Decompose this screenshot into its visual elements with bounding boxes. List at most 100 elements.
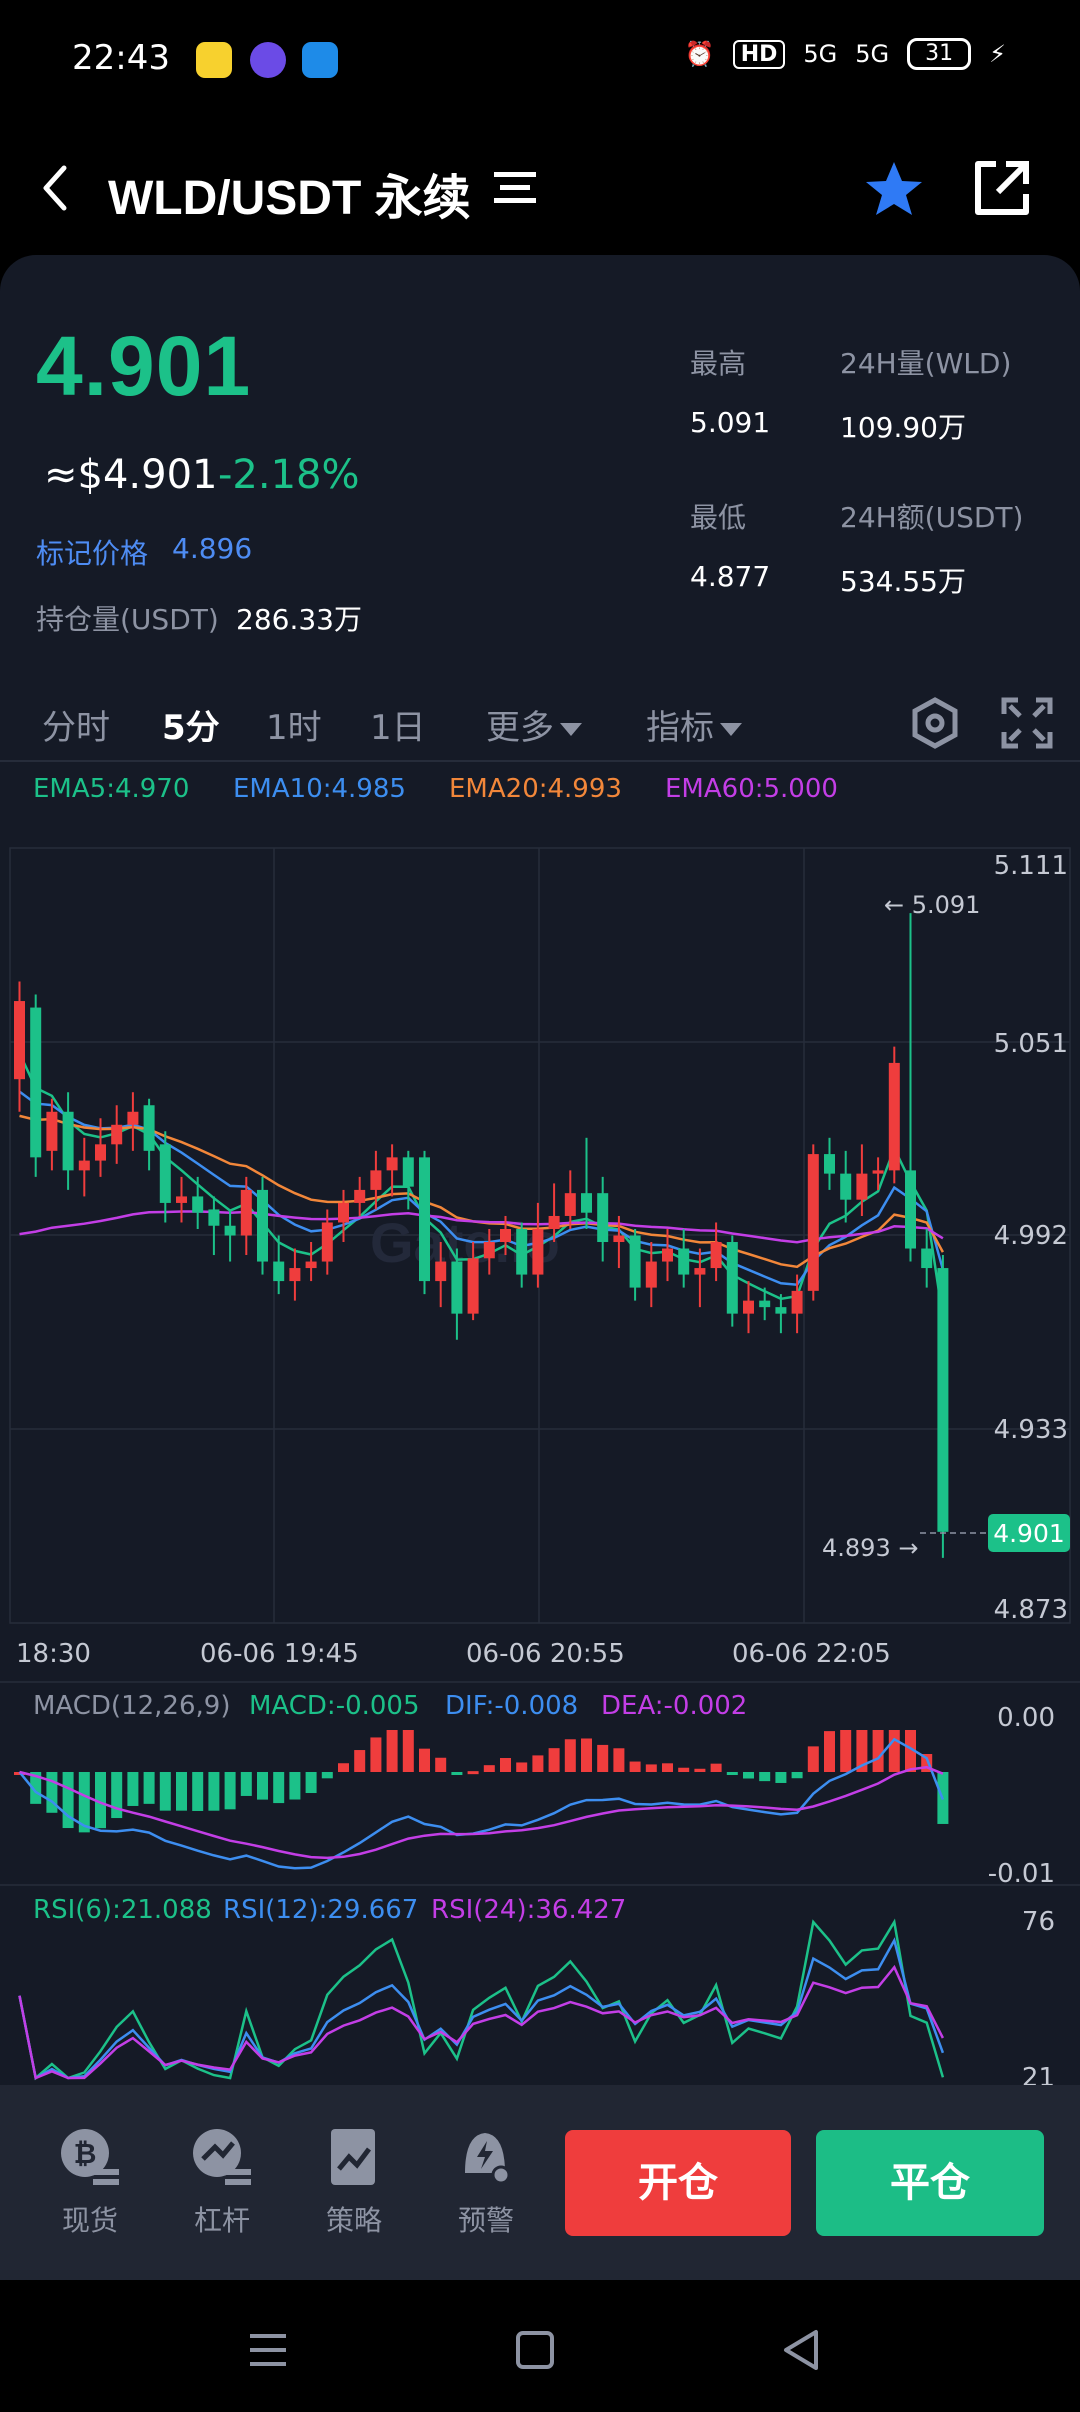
candle-body: [694, 1268, 706, 1275]
nav-margin-label: 杠杆: [193, 2204, 250, 2237]
ema-legend: EMA5:4.970 EMA10:4.985 EMA20:4.993 EMA60…: [0, 772, 1080, 812]
candle-body: [127, 1111, 139, 1125]
kline-chart[interactable]: Gate.io 5.111 5.051 4.992 4.933 4.873 ← …: [0, 820, 1080, 2085]
interval-tabs: 分时 5分 1时 1日 更多 指标: [0, 686, 1080, 762]
tab-5min[interactable]: 5分: [162, 708, 220, 748]
macd-bar: [208, 1772, 220, 1811]
low-label: 最低: [690, 501, 747, 534]
candle-body: [419, 1157, 430, 1282]
nav-strategy-label: 策略: [325, 2204, 382, 2237]
close-position-button[interactable]: 平仓: [816, 2130, 1044, 2236]
macd-bar: [467, 1771, 479, 1775]
candle-body: [500, 1228, 511, 1243]
tab-indicators[interactable]: 指标: [646, 700, 742, 749]
nav-spot-label: 现货: [61, 2204, 118, 2237]
last-price: 4.901: [36, 319, 252, 413]
macd-bar: [662, 1763, 673, 1772]
macd-bar: [840, 1730, 852, 1772]
macd-bar: [435, 1757, 447, 1772]
share-icon[interactable]: [970, 158, 1032, 220]
ema10-label: EMA10:4.985: [233, 774, 406, 804]
alert-icon: [465, 2133, 511, 2185]
candle: [62, 1092, 74, 1190]
candle: [192, 1176, 204, 1229]
status-icons: ⏰ HD 5G 5G 31 ⚡: [685, 38, 1006, 70]
candle-body: [338, 1202, 349, 1223]
leverage-icon: [193, 2129, 251, 2185]
nav-strategy[interactable]: 策略: [304, 2125, 404, 2239]
y-tick: 4.992: [994, 1221, 1068, 1251]
high-marker: ← 5.091: [884, 891, 980, 919]
candle: [467, 1242, 479, 1321]
fullscreen-icon[interactable]: [1000, 696, 1054, 750]
candle-body: [824, 1154, 835, 1174]
candle-body: [111, 1124, 123, 1145]
candle: [597, 1176, 609, 1262]
macd-bar: [62, 1772, 74, 1829]
tab-indicators-label: 指标: [646, 708, 714, 748]
tab-1day[interactable]: 1日: [370, 708, 426, 748]
candle: [743, 1281, 754, 1334]
candle: [775, 1294, 787, 1334]
tab-more[interactable]: 更多: [486, 700, 582, 749]
caret-down-icon: [720, 723, 742, 736]
candle: [807, 1144, 819, 1301]
menu-icon[interactable]: [238, 2320, 298, 2380]
app-header: WLD/USDT 永续: [0, 120, 1080, 255]
candle: [127, 1092, 139, 1151]
macd-dif: DIF:-0.008: [445, 1691, 578, 1721]
high-value: 5.091: [690, 406, 771, 439]
candle-body: [678, 1248, 690, 1275]
candle-body: [143, 1105, 155, 1151]
macd-tick: 0.00: [997, 1703, 1055, 1733]
tab-timeline[interactable]: 分时: [42, 708, 110, 748]
pair-title[interactable]: WLD/USDT 永续: [108, 172, 471, 225]
chevron-left-icon[interactable]: [34, 158, 74, 218]
nav-alert[interactable]: 预警: [436, 2125, 536, 2239]
candle-body: [467, 1258, 479, 1314]
home-icon[interactable]: [505, 2320, 565, 2380]
candle-body: [840, 1173, 852, 1200]
nav-spot[interactable]: ₿ 现货: [40, 2125, 140, 2239]
nav-margin[interactable]: 杠杆: [172, 2125, 272, 2239]
candle-body: [95, 1144, 106, 1161]
macd-legend: MACD(12,26,9) MACD:-0.005 DIF:-0.008 DEA…: [33, 1691, 747, 1721]
candle-body: [159, 1144, 171, 1203]
macd-bar: [532, 1755, 544, 1772]
macd-bar: [240, 1772, 252, 1796]
current-price-tag: [988, 1514, 1070, 1552]
candle-body: [516, 1228, 528, 1275]
rsi24-label: RSI(24):36.427: [431, 1895, 626, 1925]
list-menu-icon[interactable]: [494, 172, 536, 204]
macd-bar: [678, 1767, 690, 1772]
candle: [516, 1222, 528, 1288]
x-tick: 06-06 19:45: [200, 1639, 359, 1669]
mark-price-label[interactable]: 标记价格: [36, 537, 149, 570]
signal-icon: 5G: [803, 40, 838, 68]
star-icon[interactable]: [864, 160, 924, 218]
candle: [14, 981, 25, 1112]
settings-hexagon-icon[interactable]: [908, 696, 962, 750]
candle-body: [78, 1160, 90, 1171]
rsi-tick: 21: [1022, 2063, 1055, 2085]
candle: [289, 1248, 301, 1301]
tab-1hour[interactable]: 1时: [266, 708, 322, 748]
candle-body: [435, 1261, 447, 1282]
candle-body: [759, 1300, 771, 1308]
hd-badge: HD: [732, 39, 786, 69]
macd-bar: [726, 1772, 738, 1775]
ema60-line: [19, 1210, 944, 1244]
candle-body: [62, 1111, 74, 1171]
macd-bar: [257, 1772, 268, 1800]
macd-bar: [629, 1761, 641, 1772]
macd-bar: [273, 1772, 285, 1804]
macd-bar: [516, 1762, 528, 1772]
macd-bar: [500, 1758, 511, 1772]
y-tick: 5.111: [994, 851, 1068, 881]
back-icon[interactable]: [772, 2320, 832, 2380]
strategy-icon: [331, 2129, 375, 2185]
open-position-button[interactable]: 开仓: [565, 2130, 791, 2236]
macd-bar: [905, 1730, 916, 1772]
candle: [791, 1274, 803, 1334]
app-notification-icon: [250, 42, 286, 78]
